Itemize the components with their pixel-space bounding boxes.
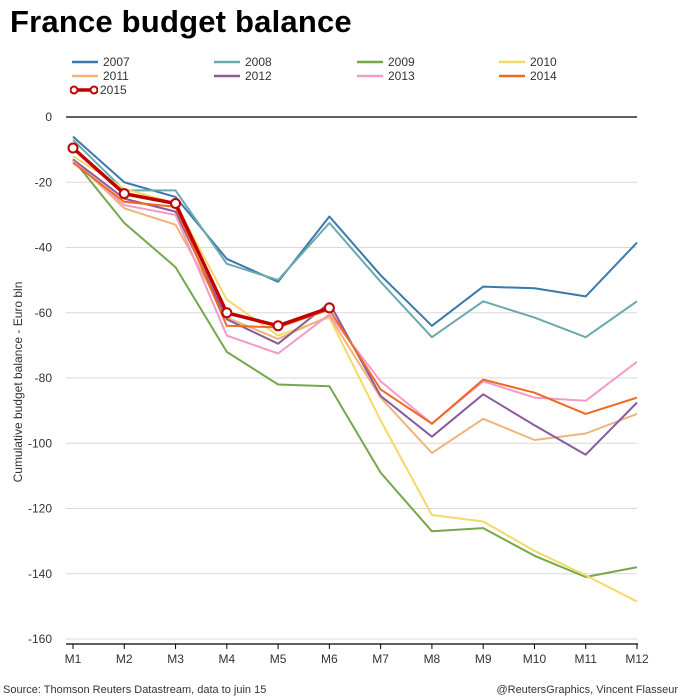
legend-item-2010: 2010: [497, 55, 557, 69]
y-tick-label: 0: [45, 110, 52, 124]
x-tick-label: M8: [424, 652, 441, 666]
legend-swatch: [72, 74, 98, 78]
legend-label: 2007: [103, 55, 130, 69]
legend-swatch: [214, 60, 240, 64]
x-tick-label: M10: [523, 652, 547, 666]
legend-item-2015: 2015: [70, 83, 127, 97]
x-tick-label: M11: [575, 652, 598, 666]
x-tick-label: M7: [372, 652, 389, 666]
series-lines: [71, 135, 638, 603]
data-point-2015: [118, 188, 130, 200]
legend-swatch: [72, 60, 98, 64]
y-tick-label: -20: [35, 175, 53, 189]
legend-label: 2012: [245, 69, 272, 83]
legend-item-2014: 2014: [497, 69, 557, 83]
legend-label: 2009: [388, 55, 415, 69]
data-point-2015: [272, 320, 284, 332]
y-tick-label: -100: [28, 436, 52, 450]
series-line-2007: [72, 135, 638, 327]
y-tick-label: -140: [28, 567, 52, 581]
legend-label: 2011: [103, 69, 129, 83]
x-tick-label: M1: [65, 652, 82, 666]
gridlines: [66, 116, 637, 640]
y-axis-ticks: 0 -20 -40 -60 -80 -100 -120 -140 -160: [28, 110, 52, 646]
x-tick-label: M9: [475, 652, 492, 666]
x-tick-label: M4: [218, 652, 235, 666]
y-axis-label: Cumulative budget balance - Euro bln: [11, 281, 25, 483]
legend-item-2009: 2009: [355, 55, 415, 69]
legend-item-2012: 2012: [212, 69, 272, 83]
series-line-2009: [72, 158, 638, 578]
credit-note: @ReutersGraphics, Vincent Flasseur: [496, 684, 678, 696]
series-markers: [67, 142, 335, 332]
legend-swatch: [70, 85, 98, 95]
legend-label: 2008: [245, 55, 272, 69]
series-line-2014: [72, 161, 638, 425]
x-tick-label: M5: [270, 652, 287, 666]
data-point-2015: [170, 197, 182, 209]
series-line-2015: [71, 146, 330, 328]
series-line-2011: [72, 158, 638, 454]
legend-label: 2013: [388, 69, 415, 83]
legend-swatch: [357, 74, 383, 78]
legend-item-2008: 2008: [212, 55, 272, 69]
y-tick-label: -80: [35, 371, 53, 385]
series-line-2012: [72, 158, 638, 456]
legend-item-2007: 2007: [70, 55, 130, 69]
legend-item-2011: 2011: [70, 69, 129, 83]
series-line-2010: [72, 155, 638, 603]
legend-swatch: [214, 74, 240, 78]
source-note: Source: Thomson Reuters Datastream, data…: [3, 684, 267, 696]
chart-title: France budget balance: [10, 4, 352, 39]
legend-label: 2010: [530, 55, 557, 69]
x-axis: M1 M2 M3 M4 M5 M6 M7 M8 M9 M10 M11 M12: [65, 643, 649, 666]
y-tick-label: -40: [35, 241, 53, 255]
data-point-2015: [323, 302, 335, 314]
x-tick-label: M12: [625, 652, 649, 666]
legend-label: 2014: [530, 69, 557, 83]
x-tick-label: M6: [321, 652, 338, 666]
y-tick-label: -120: [28, 502, 52, 516]
legend-label: 2015: [100, 83, 127, 97]
series-line-2008: [72, 139, 638, 339]
legend-swatch: [499, 60, 525, 64]
data-point-2015: [221, 307, 233, 319]
x-tick-label: M3: [167, 652, 184, 666]
data-point-2015: [67, 142, 79, 154]
legend-swatch: [499, 74, 525, 78]
x-tick-label: M2: [116, 652, 133, 666]
y-tick-label: -160: [28, 632, 52, 646]
legend-swatch: [357, 60, 383, 64]
y-tick-label: -60: [35, 306, 53, 320]
legend-item-2013: 2013: [355, 69, 415, 83]
